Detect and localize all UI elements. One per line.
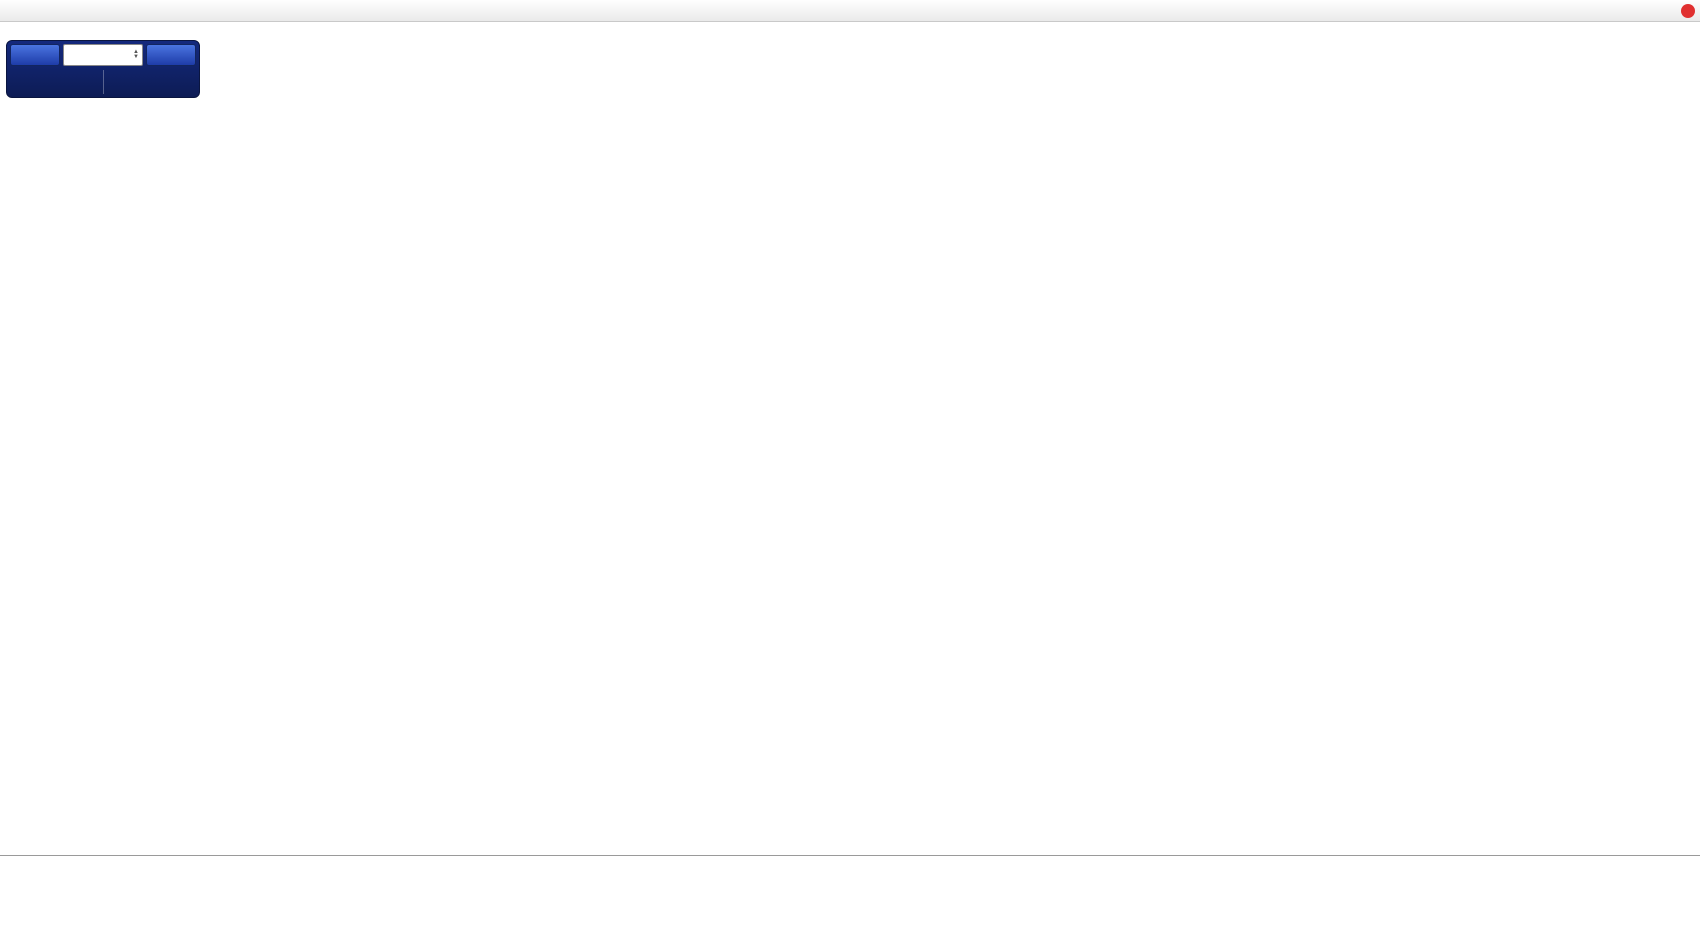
buy-button[interactable] [146, 44, 196, 66]
rsi-panel[interactable] [0, 712, 1700, 855]
price-divider [102, 69, 104, 94]
one-click-trading-panel: ▲ ▼ [6, 40, 200, 98]
rsi-label [5, 715, 11, 727]
sell-price[interactable] [12, 87, 14, 97]
buy-price[interactable] [192, 87, 194, 97]
macd-label [5, 539, 16, 551]
volume-input[interactable]: ▲ ▼ [63, 44, 143, 66]
time-axis[interactable] [0, 855, 1700, 874]
toolbar [0, 0, 1700, 22]
sell-button[interactable] [10, 44, 60, 66]
volume-down-icon[interactable]: ▼ [133, 54, 139, 60]
macd-panel[interactable] [0, 536, 1700, 712]
volume-spinner[interactable]: ▲ ▼ [133, 49, 139, 60]
volume-up-icon[interactable]: ▲ [133, 49, 139, 55]
price-chart[interactable] [0, 22, 1700, 536]
notification-badge[interactable] [1681, 4, 1695, 18]
